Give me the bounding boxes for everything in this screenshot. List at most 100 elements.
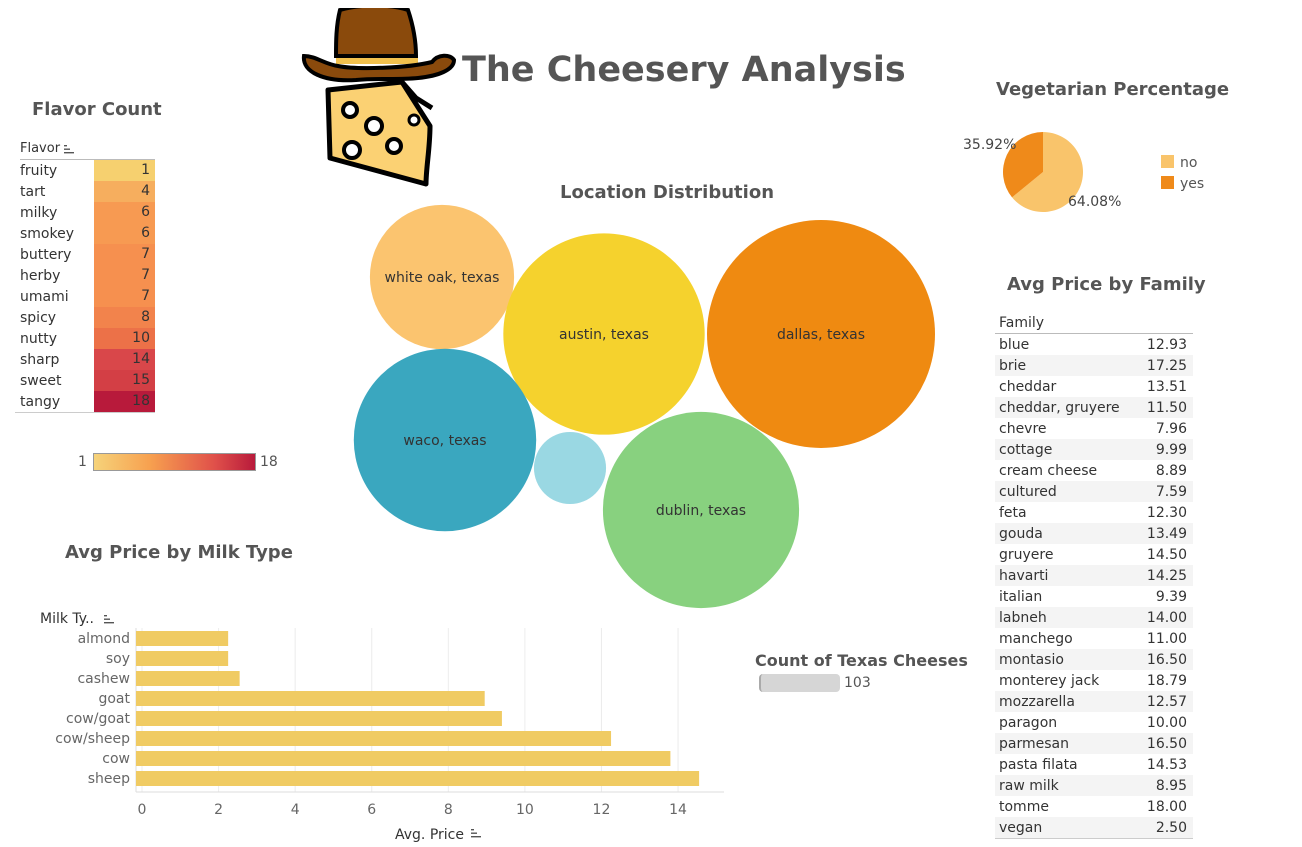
color-legend-gradient (93, 453, 256, 471)
location-bubble-chart: white oak, texas austin, texas dallas, tex… (353, 204, 935, 609)
family-name: manchego (999, 630, 1073, 647)
family-row: cheddar 13.51 (995, 376, 1193, 397)
location-bubble[interactable] (533, 431, 607, 505)
location-bubble[interactable] (369, 204, 515, 350)
vegetarian-percentage-title: Vegetarian Percentage (996, 79, 1230, 100)
family-name: montasio (999, 651, 1064, 668)
family-row: paragon 10.00 (995, 712, 1193, 733)
family-column-header[interactable]: Family (995, 313, 1193, 334)
milk-bar[interactable] (136, 691, 485, 706)
milk-bar[interactable] (136, 771, 700, 786)
milk-type-axis-header: Milk Ty.. (40, 611, 94, 627)
sort-icon[interactable] (104, 615, 114, 624)
family-avg-price: 9.99 (1155, 441, 1187, 458)
family-avg-price: 12.30 (1146, 504, 1187, 521)
milk-bar[interactable] (136, 711, 502, 726)
family-avg-price: 12.93 (1146, 336, 1187, 353)
family-name: italian (999, 588, 1043, 605)
milk-bar[interactable] (136, 651, 229, 666)
family-avg-price: 7.59 (1155, 483, 1187, 500)
x-tick-label: 8 (444, 802, 453, 818)
x-tick-label: 4 (291, 802, 300, 818)
family-avg-price: 18.00 (1146, 798, 1187, 815)
flavor-name: tart (20, 183, 46, 200)
flavor-row: milky 6 (15, 202, 155, 223)
family-row: gruyere 14.50 (995, 544, 1193, 565)
flavor-count-cell: 1 (94, 160, 155, 181)
sort-icon[interactable] (64, 144, 76, 154)
flavor-name: milky (20, 204, 58, 221)
family-name: raw milk (999, 777, 1059, 794)
family-name: cottage (999, 441, 1053, 458)
flavor-count-cell: 7 (94, 286, 155, 307)
milk-category-label: almond (78, 631, 130, 647)
flavor-count-cell: 15 (94, 370, 155, 391)
x-axis-title: Avg. Price (395, 827, 464, 843)
pie-slice-yes[interactable] (1003, 132, 1043, 198)
family-row: parmesan 16.50 (995, 733, 1193, 754)
legend-max-label: 18 (260, 454, 278, 470)
family-avg-price: 8.95 (1155, 777, 1187, 794)
flavor-name: buttery (20, 246, 72, 263)
family-row: vegan 2.50 (995, 817, 1193, 838)
flavor-row: tangy 18 (15, 391, 155, 412)
milk-category-label: cashew (77, 671, 130, 687)
avg-price-family-title: Avg Price by Family (1007, 274, 1206, 295)
family-avg-price: 7.96 (1155, 420, 1187, 437)
family-avg-price: 14.25 (1146, 567, 1187, 584)
family-row: pasta filata 14.53 (995, 754, 1193, 775)
location-bubble[interactable] (602, 411, 800, 609)
count-texas-cheeses-title: Count of Texas Cheeses (755, 651, 968, 670)
family-name: chevre (999, 420, 1047, 437)
milk-bar[interactable] (136, 671, 240, 686)
milk-type-bar-chart: Milk Ty.. 0 2 4 6 8 10 12 14 almond soy cashew goat c… (40, 611, 724, 843)
flavor-count-cell: 6 (94, 223, 155, 244)
flavor-count-cell: 4 (94, 181, 155, 202)
milk-category-label: sheep (88, 771, 130, 787)
flavor-row: buttery 7 (15, 244, 155, 265)
location-bubble[interactable] (707, 220, 935, 448)
family-name: pasta filata (999, 756, 1078, 773)
location-bubble-label: waco, texas (403, 433, 486, 449)
flavor-column-header[interactable]: Flavor (20, 141, 155, 160)
family-name: gruyere (999, 546, 1054, 563)
legend-swatch-no (1161, 155, 1174, 168)
pie-slice-no[interactable] (1012, 132, 1083, 212)
milk-bar[interactable] (136, 731, 612, 746)
flavor-name: tangy (20, 393, 61, 410)
flavor-count-cell: 18 (94, 391, 155, 412)
family-row: labneh 14.00 (995, 607, 1193, 628)
family-avg-price: 11.50 (1146, 399, 1187, 416)
flavor-row: smokey 6 (15, 223, 155, 244)
family-row: brie 17.25 (995, 355, 1193, 376)
flavor-count-cell: 8 (94, 307, 155, 328)
milk-bar[interactable] (136, 631, 229, 646)
family-avg-price: 13.49 (1146, 525, 1187, 542)
flavor-name: herby (20, 267, 61, 284)
family-name: mozzarella (999, 693, 1075, 710)
flavor-name: smokey (20, 225, 75, 242)
location-bubble-label: dublin, texas (656, 503, 746, 519)
location-bubble[interactable] (503, 233, 705, 435)
x-tick-label: 6 (367, 802, 376, 818)
family-row: manchego 11.00 (995, 628, 1193, 649)
flavor-name: nutty (20, 330, 58, 347)
family-row: feta 12.30 (995, 502, 1193, 523)
family-name: brie (999, 357, 1027, 374)
flavor-table: fruity 1 tart 4 milky 6 smokey 6 buttery 7 herby 7 u… (15, 160, 155, 413)
flavor-name: fruity (20, 162, 58, 179)
family-name: blue (999, 336, 1030, 353)
x-tick-label: 14 (669, 802, 687, 818)
family-row: montasio 16.50 (995, 649, 1193, 670)
family-avg-price: 16.50 (1146, 735, 1187, 752)
location-bubble-label: white oak, texas (385, 270, 500, 286)
legend-label-yes: yes (1180, 176, 1204, 192)
milk-bar[interactable] (136, 751, 671, 766)
milk-category-label: cow (102, 751, 130, 767)
cowboy-cheese-icon (301, 8, 457, 187)
location-bubble[interactable] (353, 348, 537, 532)
count-bar (759, 674, 840, 692)
sort-icon[interactable] (471, 829, 481, 838)
family-row: cottage 9.99 (995, 439, 1193, 460)
family-name: paragon (999, 714, 1058, 731)
